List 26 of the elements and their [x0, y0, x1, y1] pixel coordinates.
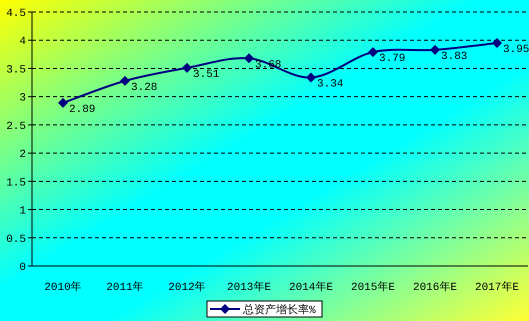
ytick: 0	[19, 262, 26, 274]
xtick: 2013年E	[227, 282, 271, 294]
xtick: 2010年	[44, 282, 82, 294]
ytick: 2.5	[6, 120, 26, 133]
xtick: 2015年E	[351, 282, 395, 294]
ytick: 3	[19, 92, 26, 105]
ytick: 4.5	[6, 8, 26, 20]
xtick: 2017年E	[475, 282, 519, 294]
data-label: 3.79	[379, 53, 406, 66]
ytick: 2	[19, 149, 26, 162]
ytick: 3.5	[6, 64, 26, 76]
ytick: 1	[19, 206, 26, 218]
xtick: 2012年	[168, 282, 206, 294]
data-label: 3.34	[317, 78, 344, 90]
ytick: 4	[19, 36, 26, 48]
xtick: 2014年E	[289, 282, 333, 294]
data-label: 2.89	[69, 104, 96, 116]
data-label: 3.51	[193, 68, 220, 81]
data-label: 3.83	[441, 50, 468, 63]
data-label: 3.95	[503, 44, 529, 56]
data-label: 3.28	[131, 82, 158, 94]
legend-label: 总资产增长率%	[243, 305, 316, 317]
xtick: 2016年E	[413, 282, 457, 294]
xtick: 2011年	[106, 282, 144, 294]
ytick: 1.5	[6, 177, 26, 190]
ytick: 0.5	[6, 234, 26, 246]
